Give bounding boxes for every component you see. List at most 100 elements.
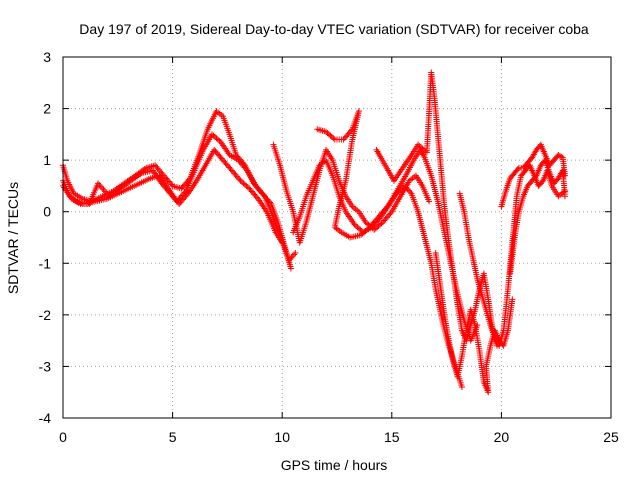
data-point-marker (230, 168, 237, 175)
data-point-marker (179, 196, 186, 203)
data-point-marker (243, 182, 250, 189)
data-point-marker (182, 193, 189, 200)
data-point-marker (159, 171, 166, 178)
data-point-marker (213, 149, 220, 156)
series-4 (270, 141, 433, 246)
data-point-marker (159, 181, 166, 188)
data-point-marker (168, 181, 175, 188)
data-point-marker (254, 184, 261, 191)
data-point-marker (361, 229, 368, 236)
data-point-marker (370, 219, 377, 226)
data-point-marker (377, 221, 384, 228)
data-point-marker (247, 186, 254, 193)
y-axis-label: SDTVAR / TECUs (5, 182, 21, 294)
data-point-marker (231, 170, 238, 177)
series-11 (507, 157, 568, 277)
data-point-marker (178, 198, 185, 205)
data-point-marker (161, 183, 168, 190)
data-point-marker (345, 130, 352, 137)
series-8 (432, 249, 516, 396)
x-tick-label: 0 (59, 429, 67, 445)
data-point-marker (154, 165, 161, 172)
data-points (60, 69, 568, 396)
data-point-marker (162, 184, 169, 191)
data-point-marker (381, 217, 388, 224)
data-point-marker (251, 191, 258, 198)
data-point-marker (152, 162, 159, 169)
data-point-marker (253, 194, 260, 201)
data-point-marker (221, 158, 228, 165)
data-point-marker (255, 185, 262, 192)
data-point-marker (380, 219, 387, 226)
data-point-marker (173, 198, 180, 205)
data-point-marker (214, 136, 221, 143)
data-point-marker (223, 161, 230, 168)
data-point-marker (215, 151, 222, 158)
data-point-marker (394, 189, 401, 196)
data-point-marker (242, 165, 249, 172)
data-point-marker (363, 220, 370, 227)
data-point-marker (157, 168, 164, 175)
data-point-marker (358, 231, 365, 238)
data-point-marker (155, 166, 162, 173)
data-point-marker (176, 200, 183, 207)
data-point-marker (235, 174, 242, 181)
data-point-marker (166, 189, 173, 196)
data-point-marker (458, 384, 465, 391)
data-point-marker (383, 214, 390, 221)
data-point-marker (153, 163, 160, 170)
data-point-marker (168, 192, 175, 199)
data-point-marker (289, 253, 296, 260)
data-point-marker (279, 239, 286, 246)
data-point-marker (383, 205, 390, 212)
data-point-marker (165, 178, 172, 185)
data-point-marker (362, 228, 369, 235)
data-point-marker (346, 129, 353, 136)
y-tick-label: -2 (39, 307, 52, 323)
data-point-marker (239, 179, 246, 186)
series-2 (60, 131, 299, 264)
data-point-marker (236, 158, 243, 165)
chart-title: Day 197 of 2019, Sidereal Day-to-day VTE… (79, 21, 589, 37)
data-point-marker (226, 164, 233, 171)
data-point-marker (218, 155, 225, 162)
data-point-marker (172, 196, 179, 203)
data-point-marker (399, 185, 406, 192)
data-point-marker (158, 180, 165, 187)
series-6 (314, 108, 465, 391)
data-point-marker (415, 141, 422, 148)
y-tick-label: 3 (43, 49, 51, 65)
data-point-marker (397, 186, 404, 193)
data-point-marker (212, 148, 219, 155)
data-point-marker (343, 133, 350, 140)
data-point-marker (514, 166, 521, 173)
plot-border (62, 56, 612, 419)
x-tick-label: 20 (494, 429, 510, 445)
data-point-marker (328, 133, 335, 140)
data-point-marker (365, 225, 372, 232)
data-point-marker (324, 130, 331, 137)
data-point-marker (354, 224, 361, 231)
data-point-marker (167, 179, 174, 186)
data-point-marker (366, 224, 373, 231)
data-point-marker (171, 195, 178, 202)
data-point-marker (237, 177, 244, 184)
data-point-marker (323, 128, 330, 135)
data-point-marker (211, 146, 218, 153)
data-point-marker (369, 221, 376, 228)
data-point-marker (351, 221, 358, 228)
data-point-marker (241, 164, 248, 171)
data-point-marker (246, 185, 253, 192)
data-point-marker (363, 226, 370, 233)
data-point-marker (228, 167, 235, 174)
series-10 (498, 141, 568, 210)
data-point-marker (250, 189, 257, 196)
x-tick-label: 5 (169, 429, 177, 445)
data-point-marker (532, 173, 539, 180)
data-point-marker (368, 222, 375, 229)
data-point-marker (259, 190, 266, 197)
x-tick-label: 15 (384, 429, 400, 445)
x-axis-label: GPS time / hours (281, 457, 388, 473)
y-tick-labels: -4 -3 -2 -1 0 1 2 3 (39, 49, 611, 426)
